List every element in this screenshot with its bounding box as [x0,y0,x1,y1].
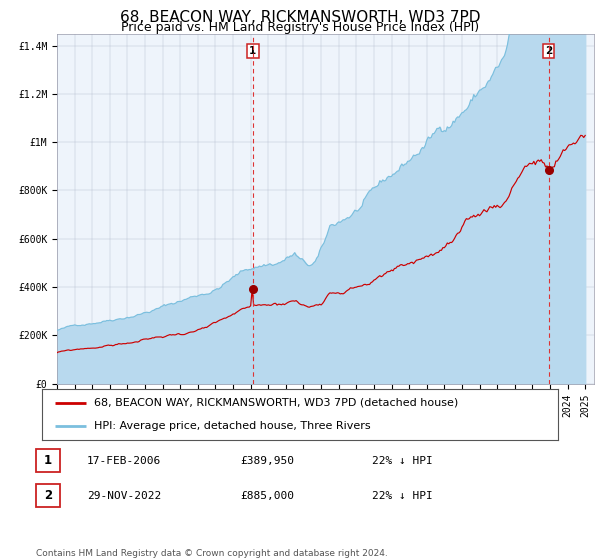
Text: 1: 1 [249,46,256,56]
Text: £389,950: £389,950 [240,456,294,465]
Text: 1: 1 [44,454,52,467]
Text: 2: 2 [44,489,52,502]
Text: HPI: Average price, detached house, Three Rivers: HPI: Average price, detached house, Thre… [94,421,370,431]
Text: £885,000: £885,000 [240,491,294,501]
Text: 22% ↓ HPI: 22% ↓ HPI [372,456,433,465]
Text: Price paid vs. HM Land Registry's House Price Index (HPI): Price paid vs. HM Land Registry's House … [121,21,479,34]
Text: Contains HM Land Registry data © Crown copyright and database right 2024.
This d: Contains HM Land Registry data © Crown c… [36,549,388,560]
Text: 29-NOV-2022: 29-NOV-2022 [87,491,161,501]
Text: 22% ↓ HPI: 22% ↓ HPI [372,491,433,501]
Text: 68, BEACON WAY, RICKMANSWORTH, WD3 7PD: 68, BEACON WAY, RICKMANSWORTH, WD3 7PD [120,10,480,25]
Text: 68, BEACON WAY, RICKMANSWORTH, WD3 7PD (detached house): 68, BEACON WAY, RICKMANSWORTH, WD3 7PD (… [94,398,458,408]
Text: 17-FEB-2006: 17-FEB-2006 [87,456,161,465]
Text: 2: 2 [545,46,552,56]
